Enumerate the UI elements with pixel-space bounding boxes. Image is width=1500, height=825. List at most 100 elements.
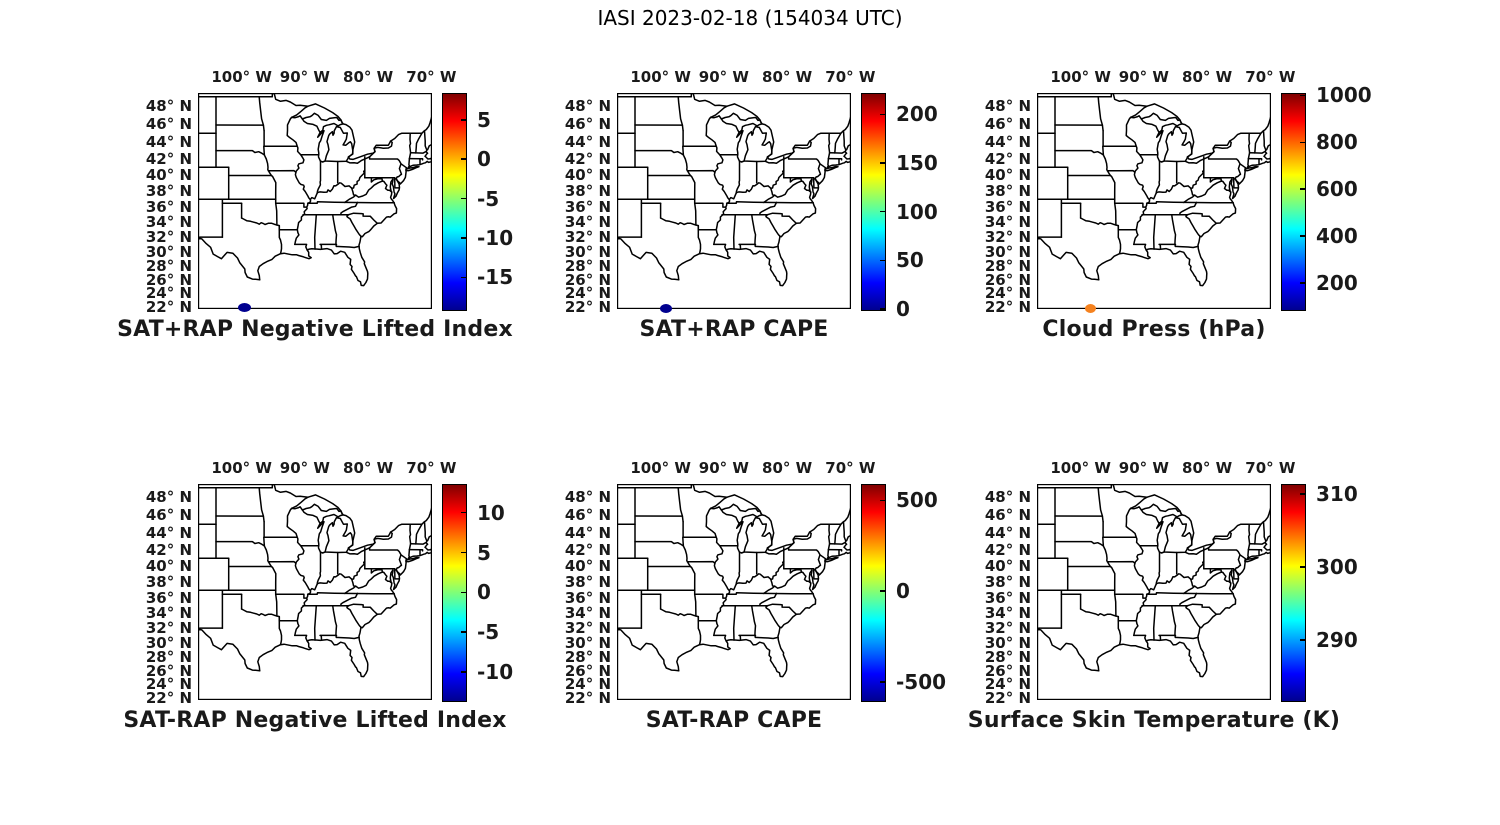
lat-tick-label: 46° N xyxy=(564,506,611,525)
axes-frame xyxy=(1037,93,1271,309)
lon-tick-label: 80° W xyxy=(762,459,813,477)
colorbar-tick xyxy=(461,631,466,634)
lat-tick-label: 32° N xyxy=(984,228,1031,247)
data-point xyxy=(1084,304,1096,314)
lat-tick-label: 24° N xyxy=(564,284,611,303)
lat-tick-label: 34° N xyxy=(564,604,611,623)
lat-tick-label: 38° N xyxy=(145,182,192,201)
colorbar-tick-label: 10 xyxy=(477,500,505,525)
colorbar-tick-label: 0 xyxy=(896,297,910,321)
lat-tick-label: 24° N xyxy=(145,675,192,694)
lat-tick-label: 48° N xyxy=(145,488,192,507)
colorbar-tick xyxy=(880,590,885,592)
lon-tick-label: 80° W xyxy=(1182,459,1233,477)
lat-tick-label: 24° N xyxy=(984,675,1031,694)
lon-tick-label: 90° W xyxy=(698,68,749,86)
lat-tick-label: 38° N xyxy=(564,573,611,592)
colorbar-tick xyxy=(1300,282,1305,284)
colorbar xyxy=(1281,93,1306,311)
colorbar-tick-label: 50 xyxy=(896,248,924,273)
lat-tick-label: 44° N xyxy=(564,133,611,151)
axes-frame xyxy=(198,93,432,309)
colorbar-tick xyxy=(461,237,466,239)
colorbar-tick xyxy=(1300,141,1305,144)
data-point xyxy=(238,303,252,313)
lon-tick-label: 70° W xyxy=(406,68,457,86)
colorbar-tick-label: 500 xyxy=(896,488,938,513)
lat-tick-label: 26° N xyxy=(564,270,611,289)
lat-tick-label: 46° N xyxy=(145,506,192,525)
lat-tick-label: 46° N xyxy=(564,115,611,134)
colorbar-tick xyxy=(880,681,885,683)
colorbar-tick xyxy=(880,113,885,116)
lat-tick-label: 40° N xyxy=(145,557,192,576)
lon-tick-label: 70° W xyxy=(406,459,457,477)
lat-tick-label: 42° N xyxy=(145,541,192,560)
lat-tick-label: 36° N xyxy=(984,198,1031,217)
panel-title: SAT-RAP Negative Lifted Index xyxy=(123,708,507,733)
lat-tick-label: 44° N xyxy=(564,524,611,542)
lat-tick-label: 32° N xyxy=(564,619,611,638)
lat-tick-label: 38° N xyxy=(984,573,1031,592)
colorbar-tick xyxy=(1300,493,1305,495)
lat-tick-label: 44° N xyxy=(984,524,1031,542)
lat-tick-label: 30° N xyxy=(564,242,611,261)
lat-tick-label: 42° N xyxy=(564,150,611,169)
colorbar-tick-label: 5 xyxy=(477,540,491,565)
colorbar xyxy=(861,93,886,311)
lat-tick-label: 36° N xyxy=(145,589,192,608)
panel-title: SAT+RAP Negative Lifted Index xyxy=(117,317,513,342)
figure-title: IASI 2023-02-18 (154034 UTC) xyxy=(597,6,903,30)
colorbar-tick-label: 310 xyxy=(1316,482,1358,507)
colorbar-tick xyxy=(461,551,466,554)
colorbar-tick-label: 5 xyxy=(477,107,491,132)
lon-tick-label: 70° W xyxy=(825,459,876,477)
lat-tick-label: 36° N xyxy=(984,589,1031,608)
lat-tick-label: 30° N xyxy=(984,242,1031,261)
colorbar-tick xyxy=(1300,188,1305,191)
lat-tick-label: 28° N xyxy=(984,256,1031,275)
colorbar-tick xyxy=(880,499,885,502)
lat-tick-label: 24° N xyxy=(145,284,192,303)
lon-tick-label: 90° W xyxy=(279,459,330,477)
lat-tick-label: 32° N xyxy=(145,619,192,638)
lat-tick-label: 46° N xyxy=(984,506,1031,525)
lat-tick-label: 32° N xyxy=(984,619,1031,638)
lat-tick-label: 34° N xyxy=(564,213,611,232)
colorbar-tick-label: -15 xyxy=(477,265,514,290)
panel-title: SAT-RAP CAPE xyxy=(645,708,823,733)
us-state-map xyxy=(198,93,432,309)
colorbar-tick xyxy=(461,158,466,160)
colorbar xyxy=(861,484,886,702)
lon-tick-label: 80° W xyxy=(1182,68,1233,86)
colorbar-tick-label: 0 xyxy=(896,579,910,604)
lat-tick-label: 32° N xyxy=(145,228,192,247)
axes-frame xyxy=(617,484,851,700)
colorbar-tick xyxy=(461,276,466,279)
lat-tick-label: 22° N xyxy=(984,688,1031,707)
lat-tick-label: 22° N xyxy=(564,688,611,707)
axes-frame xyxy=(198,484,432,700)
lat-tick-label: 28° N xyxy=(564,256,611,275)
colorbar-tick xyxy=(1300,639,1305,641)
panel-title: Cloud Press (hPa) xyxy=(1042,317,1266,342)
lon-tick-label: 100° W xyxy=(1050,68,1111,86)
lon-tick-label: 90° W xyxy=(698,459,749,477)
lon-tick-label: 80° W xyxy=(343,68,394,86)
colorbar-tick-label: 100 xyxy=(896,199,938,224)
colorbar-tick-label: 800 xyxy=(1316,130,1358,155)
panel-title: SAT+RAP CAPE xyxy=(639,317,829,342)
lat-tick-label: 26° N xyxy=(145,270,192,289)
colorbar-tick xyxy=(461,119,466,121)
colorbar-tick xyxy=(461,511,466,514)
lon-tick-label: 80° W xyxy=(762,68,813,86)
colorbar-tick-label: 0 xyxy=(477,580,491,605)
lat-tick-label: 26° N xyxy=(564,661,611,680)
lat-tick-label: 28° N xyxy=(145,647,192,666)
lat-tick-label: 38° N xyxy=(984,182,1031,201)
lat-tick-label: 44° N xyxy=(984,133,1031,151)
colorbar xyxy=(1281,484,1306,702)
lat-tick-label: 24° N xyxy=(564,675,611,694)
lon-tick-label: 100° W xyxy=(630,68,691,86)
us-state-map xyxy=(198,484,432,700)
